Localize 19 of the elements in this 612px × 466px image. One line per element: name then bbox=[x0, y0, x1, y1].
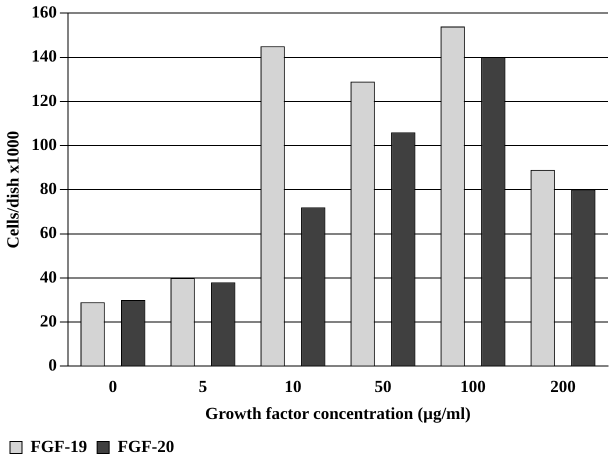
x-tick-label: 0 bbox=[108, 376, 118, 396]
x-tick-label: 100 bbox=[460, 376, 486, 396]
y-tick-label: 160 bbox=[31, 2, 57, 22]
y-tick-label: 0 bbox=[48, 356, 57, 375]
y-tick-label: 100 bbox=[31, 134, 57, 154]
y-tick-label: 80 bbox=[40, 179, 57, 198]
y-tick-label: 40 bbox=[40, 267, 57, 286]
legend-label: FGF-19 bbox=[30, 436, 88, 456]
x-tick-label: 200 bbox=[550, 376, 576, 396]
legend-label: FGF-20 bbox=[118, 436, 174, 456]
x-tick-label: 50 bbox=[374, 376, 392, 396]
y-tick-label: 60 bbox=[40, 223, 57, 242]
x-tick-label: 5 bbox=[198, 376, 208, 396]
x-axis-title: Growth factor concentration (µg/ml) bbox=[205, 404, 471, 424]
y-tick-label: 120 bbox=[31, 90, 57, 110]
y-tick-label: 20 bbox=[40, 311, 57, 330]
y-axis-title: Cells/dish x1000 bbox=[4, 130, 23, 249]
x-tick-label: 10 bbox=[284, 376, 302, 396]
y-tick-label: 140 bbox=[31, 46, 57, 66]
